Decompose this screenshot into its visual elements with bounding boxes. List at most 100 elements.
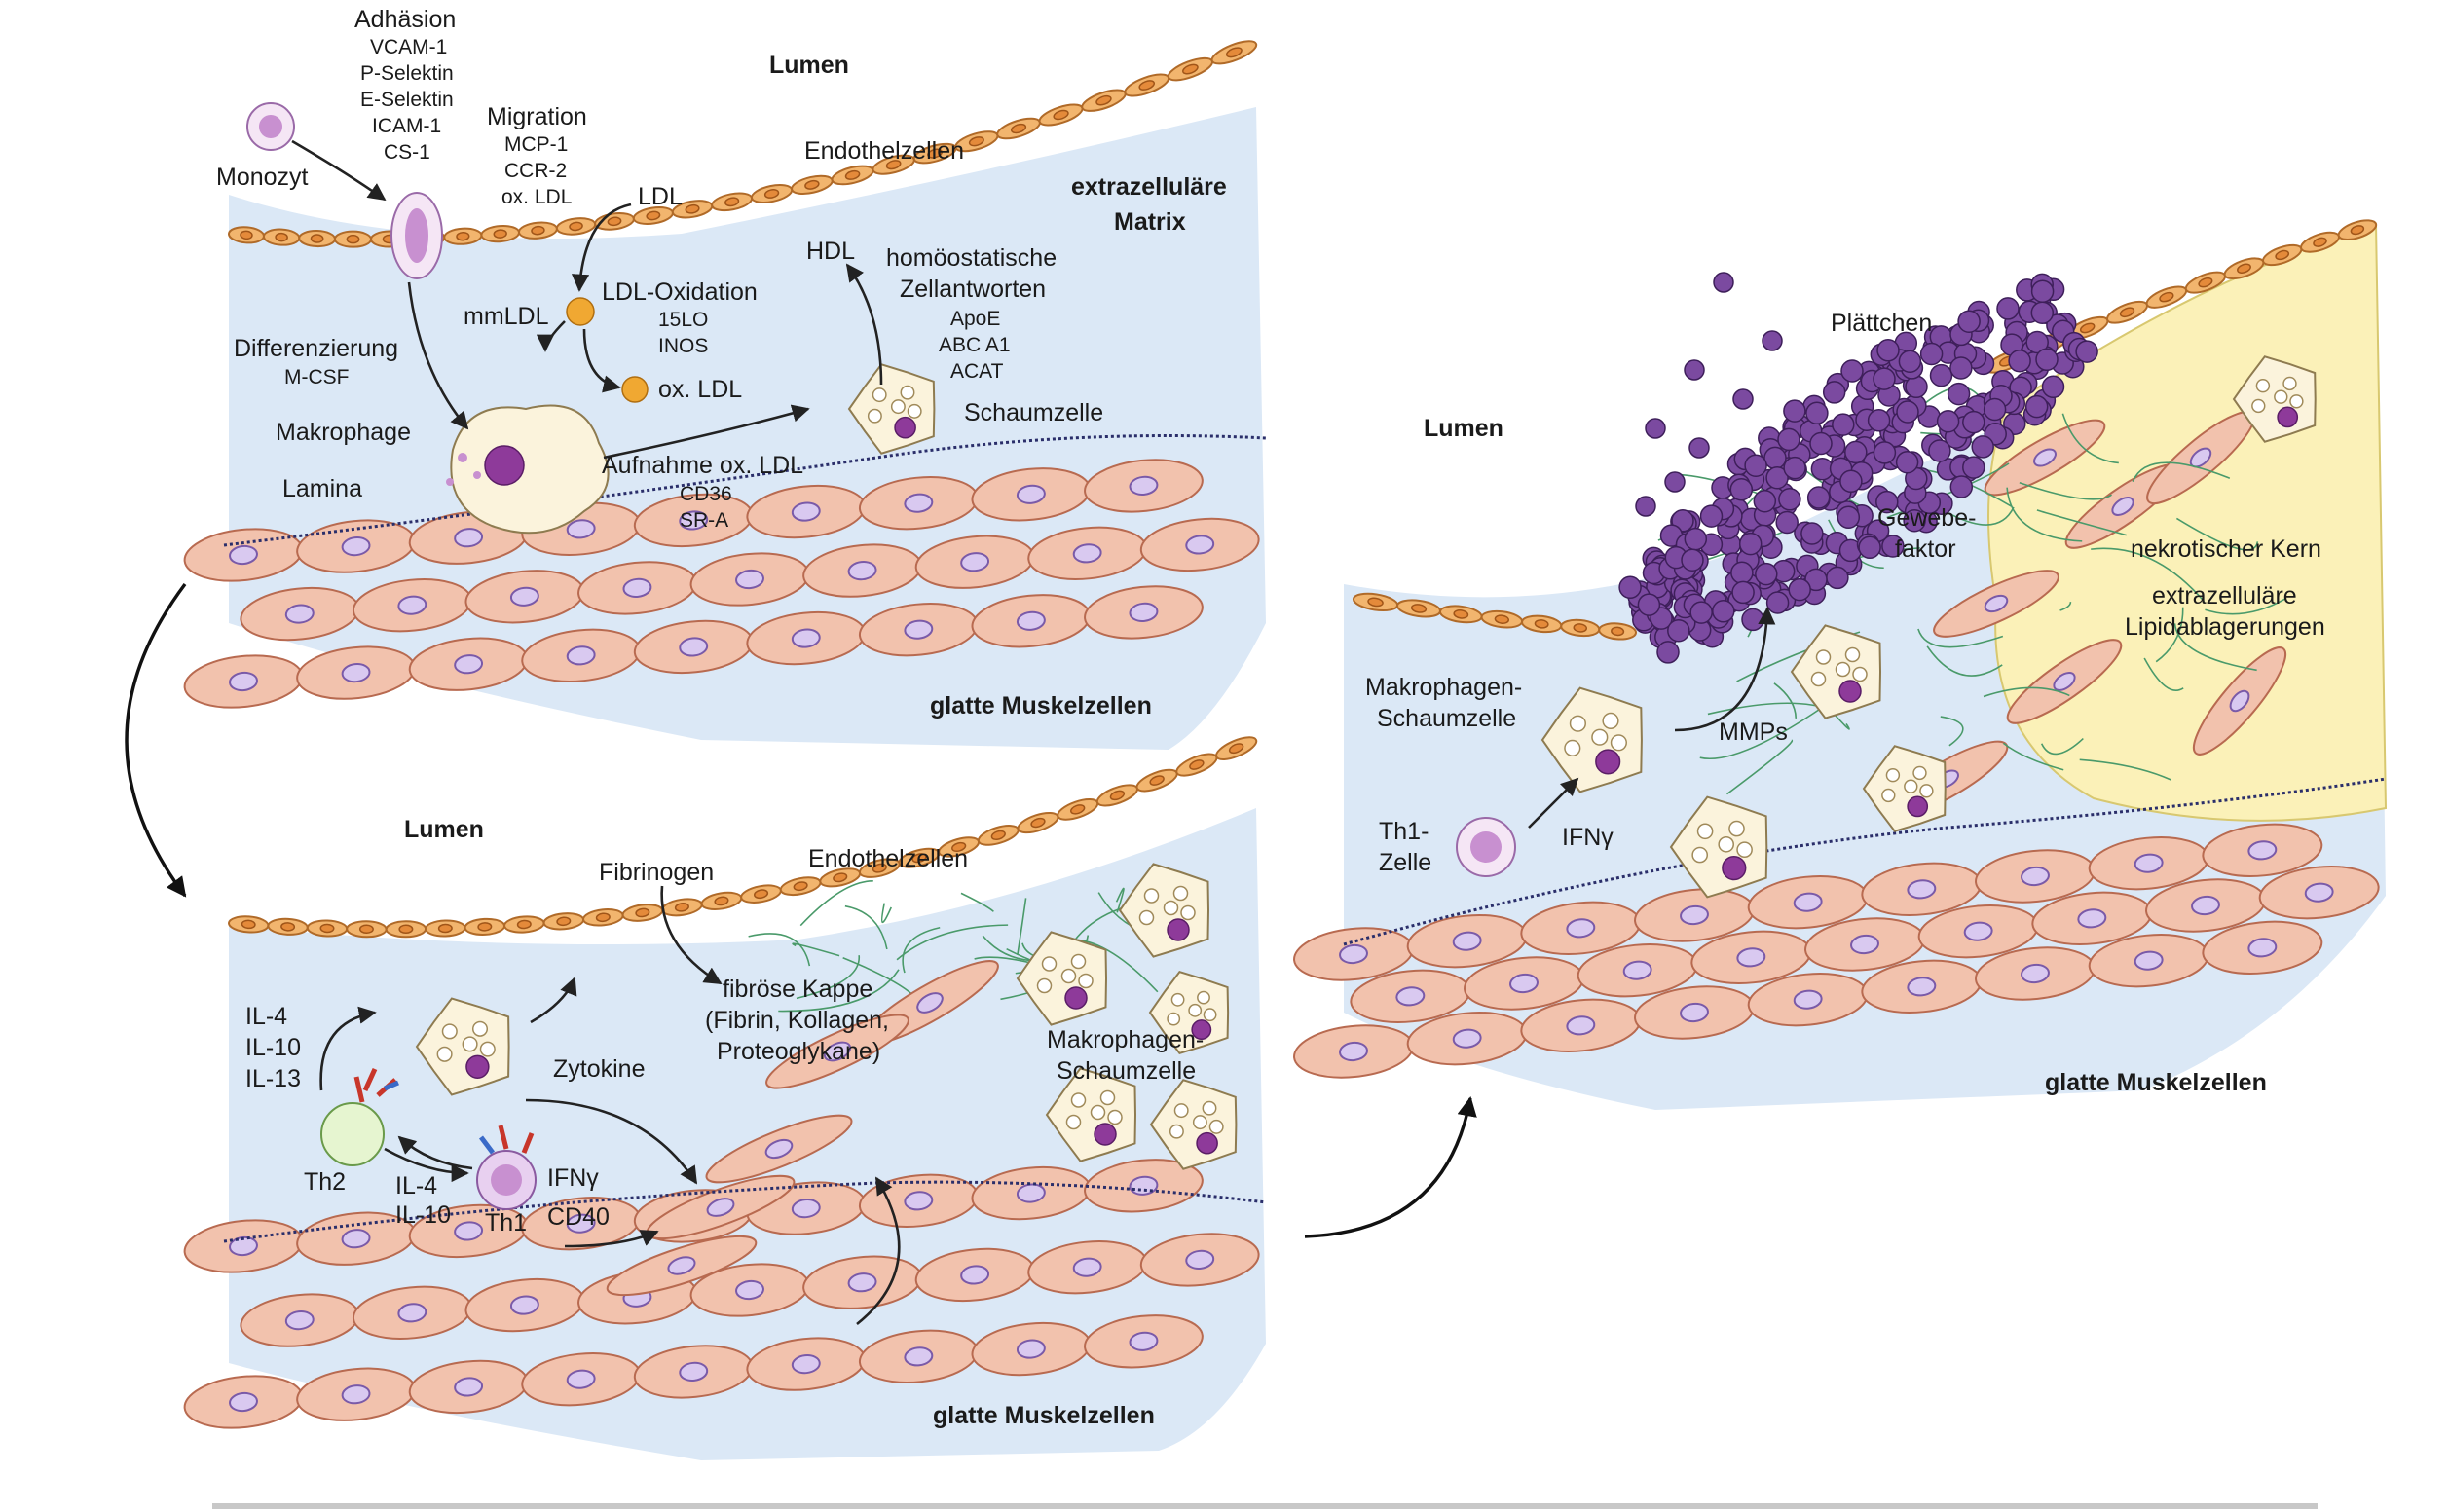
platelet <box>1764 447 1786 468</box>
th1-cell-panel-3 <box>1457 818 1515 876</box>
platelet <box>1833 414 1854 435</box>
foam-cell-vacuole <box>1719 837 1733 852</box>
adhesion-item: ICAM-1 <box>372 115 441 137</box>
collagen-fiber <box>882 904 892 923</box>
foam-cell-vacuole <box>1194 1116 1206 1128</box>
th1-cell-label-line2: Zelle <box>1379 849 1431 876</box>
mcsf-label: M-CSF <box>284 366 350 388</box>
platelet <box>1897 401 1918 423</box>
foam-cell-vacuole <box>1079 975 1093 988</box>
foam-cell-vacuole <box>2290 395 2303 408</box>
migration-item: MCP-1 <box>504 133 568 156</box>
foam-cell-vacuole <box>1072 955 1086 969</box>
foam-cell-vacuole <box>2283 377 2296 389</box>
foam-cell-vacuole <box>1698 824 1713 838</box>
foam-cell-vacuole <box>1140 911 1154 925</box>
ox-ldl-particle <box>622 377 648 402</box>
foam-cell-vacuole <box>2275 390 2287 403</box>
panel-3-foam-label-line1: Makrophagen- <box>1365 674 1522 701</box>
adhesion-item: CS-1 <box>384 141 430 164</box>
foam-cell-vacuole <box>1692 848 1707 863</box>
foam-cell-vacuole <box>1174 1104 1187 1117</box>
foam-cell-vacuole <box>869 409 881 422</box>
free-platelet <box>1733 389 1753 409</box>
hdl-label: HDL <box>806 238 855 265</box>
platelet <box>1897 452 1918 473</box>
th2-interleukin: IL-10 <box>245 1034 301 1061</box>
arrow-panel-2-to-3 <box>1305 1098 1470 1236</box>
ox-ldl-label: ox. LDL <box>658 376 742 403</box>
endothelial-nucleus <box>494 230 506 239</box>
platelet <box>1657 642 1679 663</box>
platelet <box>1789 579 1810 601</box>
necrotic-core-label: nekrotischer Kern <box>2131 535 2321 563</box>
platelet <box>1963 412 1985 433</box>
panel-2: Lumen Fibrinogen Endothelzellen fibröse … <box>182 733 1266 1460</box>
platelet <box>1985 399 2006 421</box>
tissue-factor-line1: Gewebe- <box>1877 504 1976 532</box>
platelet <box>1778 428 1800 450</box>
adhesion-title: Adhäsion <box>354 6 456 33</box>
endothelial-nucleus <box>320 924 334 932</box>
lipid-label-line2: Lipidablagerungen <box>2125 613 2325 641</box>
platelet <box>2032 280 2054 302</box>
platelet <box>1827 567 1848 588</box>
foam-cell-vacuole <box>1729 822 1744 836</box>
foam-cell-nucleus <box>2278 407 2297 426</box>
migration-item: CCR-2 <box>504 160 567 182</box>
platelet <box>1754 491 1775 512</box>
ldl-particle <box>567 298 594 325</box>
platelet <box>1779 489 1800 510</box>
platelet <box>1784 458 1805 479</box>
differentiation-label: Differenzierung <box>234 335 398 362</box>
foam-cell-vacuole <box>1165 902 1178 915</box>
foam-cell-vacuole <box>901 386 913 398</box>
platelet <box>1732 581 1754 603</box>
foam-cell-vacuole <box>2252 399 2265 412</box>
platelet <box>1874 368 1895 389</box>
th1-interleukin: IL-10 <box>395 1201 451 1229</box>
platelet <box>1713 601 1734 622</box>
foam-cell-vacuole <box>1067 1116 1081 1129</box>
homeostatic-item: ABC A1 <box>939 334 1011 356</box>
foam-cell-vacuole <box>1204 1009 1215 1020</box>
foam-cell-vacuole <box>1072 1093 1086 1107</box>
panel-1-endothelial-label: Endothelzellen <box>804 137 964 165</box>
panel-2-foam-label-line2: Schaumzelle <box>1057 1057 1196 1085</box>
platelet <box>1997 298 2019 319</box>
platelet <box>1808 487 1830 508</box>
platelet <box>2031 302 2053 323</box>
foam-cell-vacuole <box>1209 1121 1222 1133</box>
foam-cell-vacuole <box>1062 970 1076 983</box>
adhesion-item: E-Selektin <box>360 89 454 111</box>
platelet <box>1767 592 1789 613</box>
platelet <box>1806 402 1828 424</box>
foam-cell-nucleus <box>1095 1124 1116 1145</box>
platelet <box>1685 529 1706 550</box>
platelet <box>2026 396 2048 418</box>
foam-cell-vacuole <box>908 405 920 418</box>
platelet <box>1742 608 1763 630</box>
endothelial-nucleus <box>478 923 492 932</box>
platelet <box>1619 576 1641 598</box>
foam-cell-vacuole <box>1170 1125 1183 1137</box>
migration-item: ox. LDL <box>501 186 572 208</box>
foam-cell-nucleus <box>1168 919 1189 940</box>
endothelial-nucleus <box>438 924 452 932</box>
homeostatic-item: ACAT <box>950 360 1004 383</box>
platelet <box>1682 549 1703 571</box>
panel-1-smc-label: glatte Muskelzellen <box>930 692 1152 719</box>
foam-cell-nucleus <box>1197 1133 1217 1154</box>
free-platelet <box>1763 331 1782 350</box>
foam-cell-nucleus <box>466 1055 489 1078</box>
endothelial-nucleus <box>311 235 322 242</box>
adhering-monocyte <box>391 193 442 278</box>
fibrous-cap-line1: fibröse Kappe <box>723 976 872 1003</box>
foam-cell-vacuole <box>1092 1106 1105 1120</box>
foam-cell-vacuole <box>1817 650 1831 664</box>
ldl-oxidation-label: LDL-Oxidation <box>602 278 758 306</box>
platelet <box>1731 562 1753 583</box>
cytokines-label: Zytokine <box>553 1055 645 1083</box>
foam-cell-vacuole <box>1612 735 1627 751</box>
panel-2-foam-label-line1: Makrophagen- <box>1047 1026 1204 1053</box>
